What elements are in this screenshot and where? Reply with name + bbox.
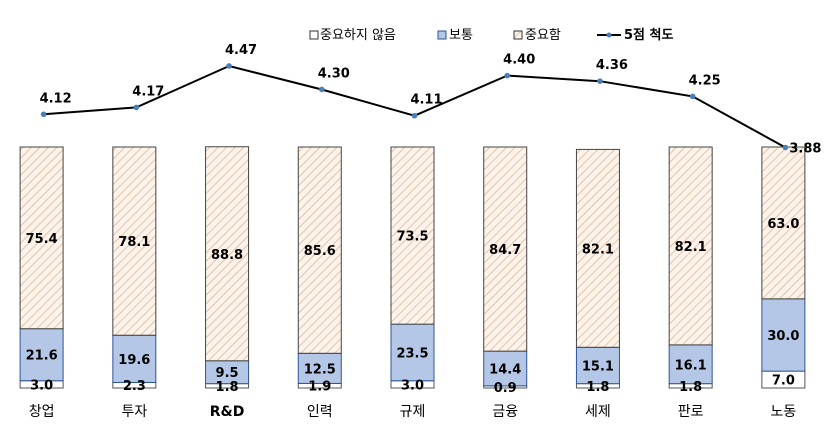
data-label-important: 78.1: [118, 235, 150, 250]
line-point-label: 4.12: [40, 91, 72, 106]
bars-layer: [19, 146, 806, 389]
legend: 중요하지 않음 보통 중요함 5점 척도: [309, 27, 673, 43]
category-label: 노동: [771, 404, 797, 420]
line-point: [411, 112, 418, 119]
line-point: [226, 63, 232, 69]
category-label: 창업: [29, 404, 55, 420]
line-point: [504, 72, 511, 79]
legend-marker-scale: [606, 32, 612, 38]
data-label-normal: 16.1: [675, 358, 707, 373]
data-label-important: 88.8: [211, 248, 243, 263]
data-label-normal: 19.6: [118, 353, 150, 368]
category-label: 세제: [585, 404, 611, 420]
data-label-important: 63.0: [767, 217, 799, 232]
bar-segment-important: [668, 146, 713, 346]
bar-segment-normal: [297, 352, 342, 384]
line-point: [689, 93, 696, 100]
line-point: [133, 104, 140, 111]
legend-label-scale: 5점 척도: [624, 27, 673, 43]
bar-segment-important: [19, 146, 64, 330]
data-label-important: 82.1: [582, 242, 614, 257]
category-label: 판로: [678, 404, 704, 420]
data-label-not-important: 1.8: [679, 380, 702, 395]
legend-swatch-normal: [437, 30, 447, 40]
legend-swatch-not-important: [309, 30, 319, 40]
category-label: 금융: [492, 404, 518, 420]
data-label-normal: 14.4: [489, 362, 521, 377]
bar-segment-normal: [390, 323, 435, 382]
data-label-important: 84.7: [489, 243, 521, 258]
bar-segment-important: [390, 146, 435, 325]
line-point-label: 4.47: [225, 43, 257, 58]
data-label-normal: 23.5: [396, 346, 428, 361]
legend-label-normal: 보통: [449, 28, 473, 43]
data-label-important: 82.1: [675, 240, 707, 255]
data-label-important: 73.5: [396, 230, 428, 245]
data-label-normal: 15.1: [582, 359, 614, 374]
line-point-label: 3.88: [789, 141, 821, 156]
data-label-not-important: 2.3: [123, 379, 146, 394]
bar-segment-important: [205, 146, 250, 362]
data-label-normal: 9.5: [216, 366, 239, 381]
line-point: [40, 111, 47, 118]
category-label: R&D: [210, 404, 245, 420]
data-label-normal: 21.6: [26, 349, 58, 364]
bar-segment-important: [297, 146, 342, 354]
bar-segment-normal: [575, 346, 620, 385]
line-point: [782, 144, 789, 151]
bar-segment-normal: [668, 344, 713, 385]
legend-swatch-important: [513, 30, 523, 40]
bar-segment-important: [483, 146, 528, 352]
line-point-label: 4.25: [689, 73, 721, 88]
line-point-label: 4.36: [596, 58, 628, 73]
data-label-not-important: 1.8: [216, 380, 239, 395]
category-label: 인력: [307, 404, 333, 420]
data-label-not-important: 3.0: [401, 378, 424, 393]
legend-label-important: 중요함: [525, 28, 561, 43]
line-point-label: 4.11: [410, 93, 442, 108]
data-label-not-important: 1.9: [308, 380, 331, 395]
line-point: [318, 86, 325, 93]
data-label-not-important: 1.8: [586, 380, 609, 395]
line-point-label: 4.40: [503, 53, 535, 68]
labels-layer: 3.021.675.4창업2.319.678.1투자1.89.588.8R&D1…: [26, 217, 800, 420]
line-layer: 4.12 4.17 4.47 4.30 4.11 4.40 4.36 4.25 3.88: [40, 43, 822, 157]
bar-segment-important: [112, 146, 157, 336]
data-label-not-important: 3.0: [30, 378, 53, 393]
data-label-not-important: 0.9: [494, 381, 517, 396]
data-label-not-important: 7.0: [772, 374, 795, 389]
data-label-normal: 30.0: [767, 329, 799, 344]
bar-segment-normal: [112, 334, 157, 383]
category-label: 규제: [400, 404, 426, 420]
bar-segment-normal: [19, 328, 64, 382]
line-point-label: 4.17: [132, 84, 164, 99]
bar-segment-normal: [761, 298, 806, 372]
line-point: [597, 78, 603, 84]
bar-segment-normal: [483, 350, 528, 387]
line-point-label: 4.30: [318, 66, 350, 81]
data-label-normal: 12.5: [304, 362, 336, 377]
legend-label-not-important: 중요하지 않음: [320, 28, 396, 43]
data-label-important: 75.4: [26, 232, 58, 247]
bar-segment-important: [575, 148, 620, 348]
data-label-important: 85.6: [304, 244, 336, 259]
category-label: 투자: [121, 404, 147, 420]
